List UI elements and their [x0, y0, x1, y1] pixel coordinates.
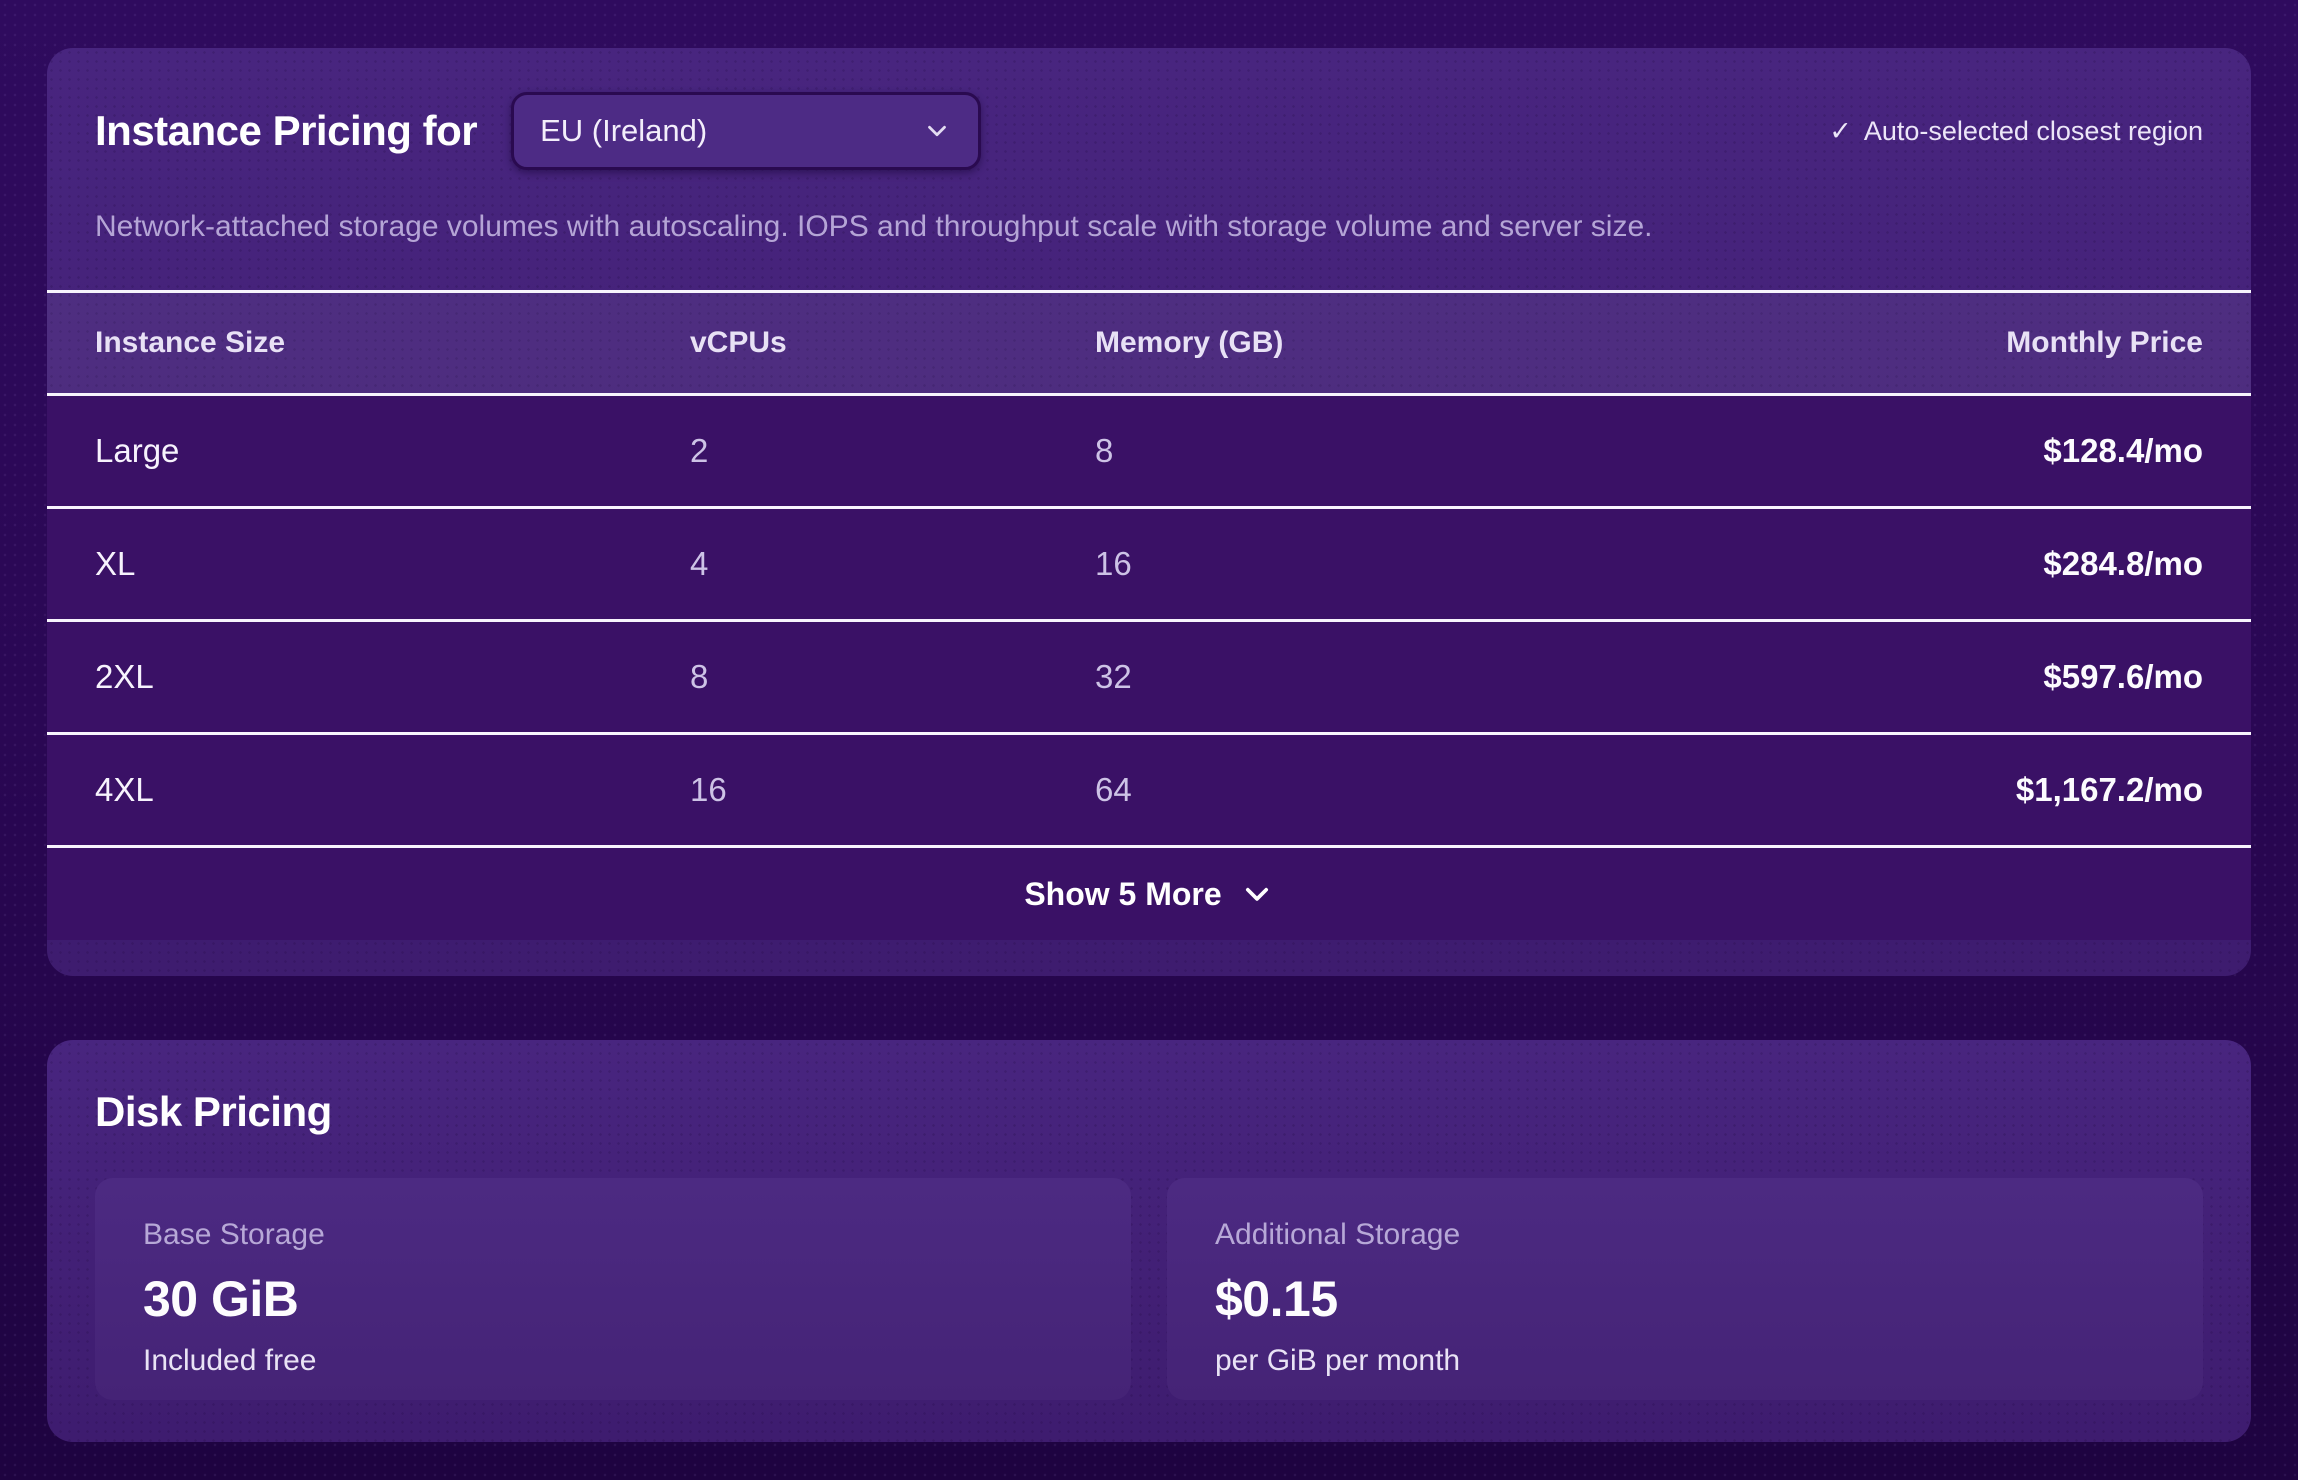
instance-pricing-card: Instance Pricing for EU (Ireland) ✓ Auto…	[47, 48, 2251, 976]
cell-monthly-price: $128.4/mo	[2043, 432, 2203, 469]
region-select[interactable]: EU (Ireland)	[511, 92, 982, 170]
table-row: Large 2 8 $128.4/mo	[47, 396, 2251, 509]
page-title: Instance Pricing for	[95, 107, 478, 154]
instance-pricing-table: Instance Size vCPUs Memory (GB) Monthly …	[47, 290, 2251, 940]
region-note-label: Auto-selected closest region	[1863, 115, 2203, 146]
base-storage-card: Base Storage 30 GiB Included free	[95, 1178, 1131, 1400]
cell-vcpus: 16	[690, 771, 727, 808]
storage-card-label: Base Storage	[143, 1218, 325, 1251]
instance-pricing-header: Instance Pricing for EU (Ireland) ✓ Auto…	[47, 48, 2251, 170]
show-more-label: Show 5 More	[1024, 875, 1222, 912]
cell-memory: 16	[1095, 545, 1132, 582]
cell-memory: 32	[1095, 658, 1132, 695]
additional-storage-card: Additional Storage $0.15 per GiB per mon…	[1167, 1178, 2203, 1400]
subtitle: Network-attached storage volumes with au…	[95, 210, 1653, 243]
table-header-row: Instance Size vCPUs Memory (GB) Monthly …	[47, 290, 2251, 396]
disk-pricing-card: Disk Pricing Base Storage 30 GiB Include…	[47, 1040, 2251, 1442]
cell-instance-size: XL	[95, 545, 136, 582]
table-row: XL 4 16 $284.8/mo	[47, 509, 2251, 622]
check-icon: ✓	[1829, 115, 1852, 146]
column-header-vcpus: vCPUs	[690, 326, 787, 359]
cell-vcpus: 4	[690, 545, 709, 582]
disk-pricing-cards: Base Storage 30 GiB Included free Additi…	[95, 1178, 2203, 1400]
storage-card-value: $0.15	[1215, 1271, 1338, 1327]
table-row: 4XL 16 64 $1,167.2/mo	[47, 735, 2251, 848]
cell-vcpus: 8	[690, 658, 709, 695]
table-footer: Show 5 More	[47, 848, 2251, 940]
cell-monthly-price: $1,167.2/mo	[2015, 771, 2203, 808]
column-header-monthly-price: Monthly Price	[2006, 326, 2203, 359]
table-row: 2XL 8 32 $597.6/mo	[47, 622, 2251, 735]
storage-card-note: per GiB per month	[1215, 1344, 1461, 1377]
chevron-down-icon	[1240, 877, 1274, 911]
cell-vcpus: 2	[690, 432, 709, 469]
cell-instance-size: 2XL	[95, 658, 154, 695]
cell-memory: 64	[1095, 771, 1132, 808]
cell-monthly-price: $597.6/mo	[2043, 658, 2203, 695]
cell-monthly-price: $284.8/mo	[2043, 545, 2203, 582]
cell-instance-size: Large	[95, 432, 180, 469]
storage-card-note: Included free	[143, 1344, 317, 1377]
cell-instance-size: 4XL	[95, 771, 154, 808]
chevron-down-icon	[922, 116, 952, 146]
column-header-memory: Memory (GB)	[1095, 326, 1284, 359]
cell-memory: 8	[1095, 432, 1114, 469]
show-more-button[interactable]: Show 5 More	[1018, 875, 1279, 914]
region-note: ✓ Auto-selected closest region	[1829, 116, 2203, 147]
storage-card-value: 30 GiB	[143, 1271, 299, 1327]
storage-card-label: Additional Storage	[1215, 1218, 1461, 1251]
disk-pricing-title: Disk Pricing	[95, 1088, 332, 1135]
table-body: Large 2 8 $128.4/mo XL 4 16 $284.8/mo 2X…	[47, 396, 2251, 848]
region-select-value: EU (Ireland)	[540, 113, 708, 148]
column-header-instance-size: Instance Size	[95, 326, 286, 359]
